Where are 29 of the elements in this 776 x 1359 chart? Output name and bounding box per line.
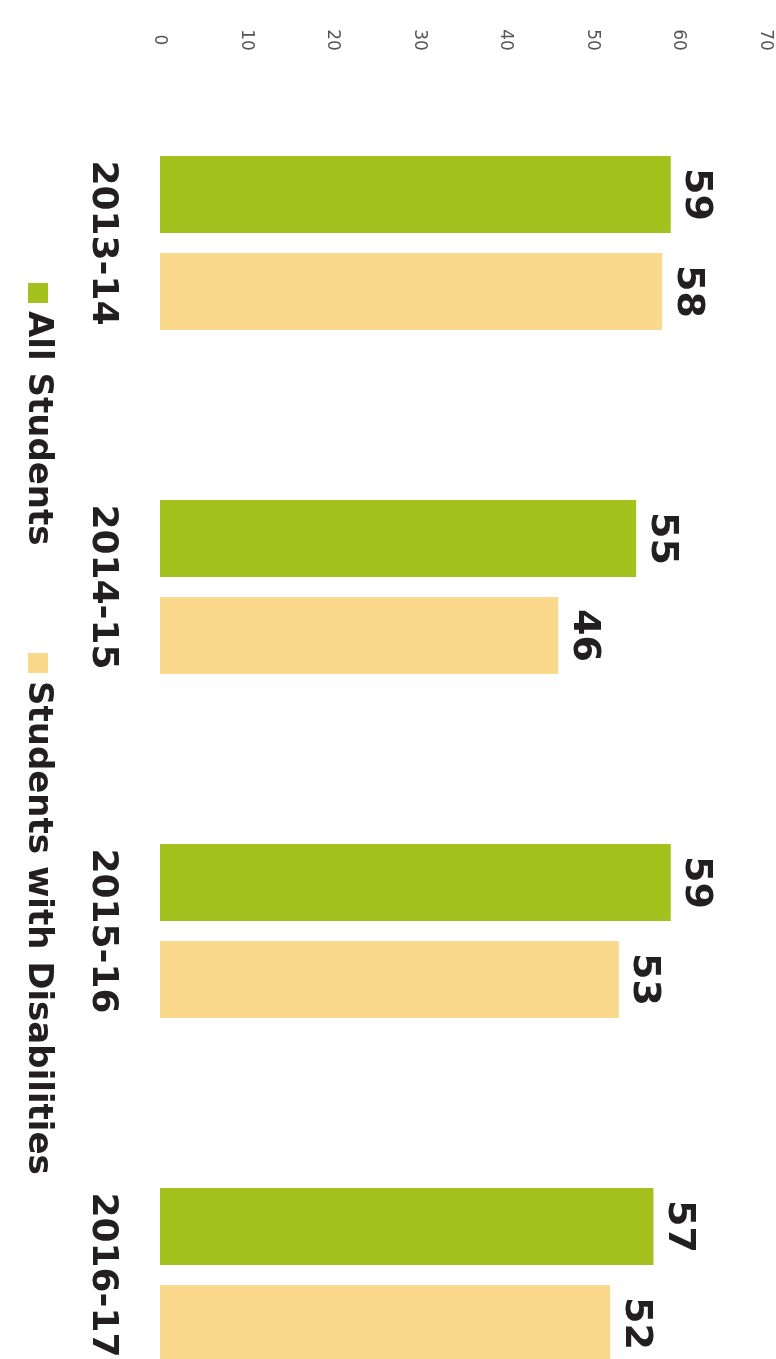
x-tick-label: 0 bbox=[151, 34, 171, 46]
data-label: 46 bbox=[564, 609, 609, 662]
y-tick-label: 2015-16 bbox=[85, 848, 126, 1014]
y-tick-label: 2014-15 bbox=[85, 504, 126, 670]
y-tick-label: 2016-17 bbox=[85, 1192, 126, 1358]
data-label: 55 bbox=[642, 512, 687, 565]
x-tick-label: 30 bbox=[410, 29, 431, 51]
x-tick-label: 40 bbox=[497, 29, 518, 51]
bar bbox=[160, 500, 637, 577]
data-label: 58 bbox=[668, 265, 713, 318]
x-tick-label: 10 bbox=[237, 29, 258, 51]
x-tick-label: 50 bbox=[583, 29, 604, 51]
bar bbox=[160, 1188, 654, 1265]
data-label: 52 bbox=[616, 1297, 661, 1350]
data-label: 53 bbox=[625, 953, 670, 1006]
x-tick-label: 60 bbox=[670, 29, 691, 51]
bar bbox=[160, 597, 559, 674]
data-label: 57 bbox=[659, 1200, 704, 1253]
y-tick-label: 2013-14 bbox=[85, 160, 126, 326]
x-tick-label: 20 bbox=[324, 29, 345, 51]
data-label: 59 bbox=[677, 856, 722, 909]
bar bbox=[160, 941, 619, 1018]
bar bbox=[160, 156, 671, 233]
legend-label: All Students bbox=[20, 311, 61, 546]
bar bbox=[160, 844, 671, 921]
legend-label: Students with Disabilities bbox=[20, 681, 61, 1175]
bar bbox=[160, 253, 663, 330]
x-tick-label: 70 bbox=[757, 29, 776, 51]
data-label: 59 bbox=[677, 168, 722, 221]
